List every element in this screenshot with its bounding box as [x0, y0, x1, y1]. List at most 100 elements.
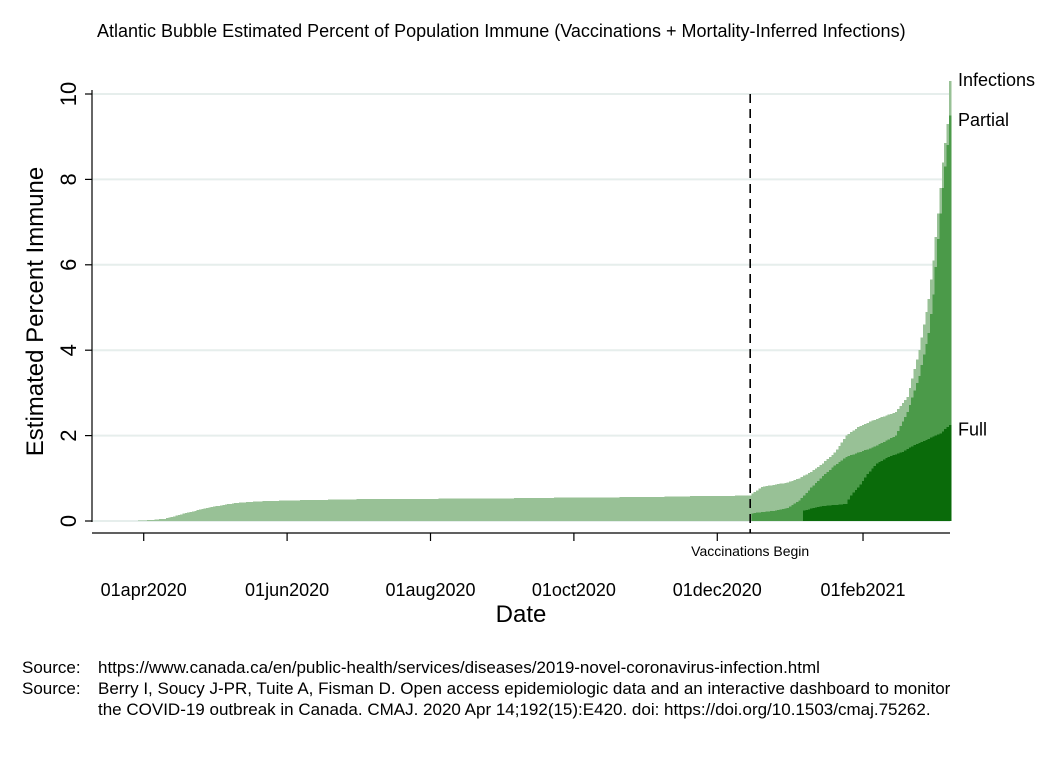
- data-bar-infections: [669, 496, 672, 521]
- series-label-infections: Infections: [958, 70, 1035, 90]
- data-bar-partial: [807, 490, 811, 521]
- data-bar-full: [885, 458, 889, 521]
- data-bar-partial: [819, 478, 823, 521]
- data-bar-infections: [210, 506, 214, 521]
- data-bar-infections: [640, 497, 644, 521]
- data-bar-infections: [593, 497, 597, 521]
- data-bar-full: [821, 506, 825, 521]
- data-bar-infections: [490, 498, 494, 521]
- data-bar-infections: [565, 497, 569, 521]
- data-bar-full: [838, 504, 842, 521]
- data-bar-full: [913, 445, 917, 521]
- data-bar-infections: [466, 498, 470, 521]
- data-bar-infections: [445, 498, 449, 521]
- data-bar-infections: [297, 500, 301, 521]
- data-bar-infections: [382, 499, 386, 521]
- data-bar-infections: [725, 495, 729, 521]
- data-bar-infections: [626, 497, 630, 521]
- data-bar-infections: [692, 496, 696, 521]
- data-bar-infections: [396, 498, 400, 521]
- data-bar-infections: [784, 482, 788, 521]
- data-bar-infections: [459, 498, 463, 521]
- data-bar-infections: [206, 508, 209, 521]
- data-bar-full: [932, 436, 936, 521]
- data-bar-infections: [208, 507, 212, 521]
- data-bar-infections: [709, 496, 712, 521]
- data-bar-full: [911, 446, 914, 521]
- data-bar-infections: [163, 518, 167, 521]
- data-bar-infections: [556, 497, 560, 521]
- data-bar-infections: [398, 498, 402, 521]
- data-bar-partial: [756, 512, 759, 521]
- data-bar-infections: [551, 497, 555, 521]
- data-bar-infections: [267, 501, 270, 521]
- data-bar-infections: [189, 511, 193, 521]
- data-bar-infections: [182, 513, 186, 521]
- data-bar-full: [833, 504, 837, 521]
- y-tick-label: 8: [56, 173, 81, 185]
- source-text: https://www.canada.ca/en/public-health/s…: [98, 658, 820, 677]
- data-bar-partial: [772, 510, 776, 521]
- data-bar-full: [824, 505, 827, 521]
- data-bar-infections: [796, 479, 799, 521]
- data-bar-infections: [535, 497, 538, 521]
- data-bar-infections: [354, 499, 357, 521]
- data-bar-infections: [760, 486, 764, 521]
- data-bar-partial: [810, 487, 813, 521]
- data-bar-infections: [765, 486, 769, 521]
- data-bar-infections: [483, 498, 487, 521]
- data-bar-infections: [502, 498, 505, 521]
- data-bar-full: [864, 477, 867, 521]
- data-bar-partial: [850, 455, 853, 521]
- data-bar-infections: [292, 500, 296, 521]
- axes: 0 2 4 6 8 10 01apr2020 01jun2020 01aug2020 01oct2…: [22, 82, 950, 628]
- source-notes: Source: https://www.canada.ca/en/public-…: [22, 657, 978, 720]
- data-bar-full: [871, 468, 875, 521]
- data-bar-infections: [307, 500, 310, 521]
- data-bar-infections: [177, 515, 181, 521]
- data-bar-infections: [577, 497, 581, 521]
- data-bar-infections: [702, 496, 705, 521]
- vaccinations-begin-marker: Vaccinations Begin: [691, 94, 809, 559]
- data-bar-partial: [786, 508, 790, 521]
- data-bar-infections: [615, 497, 618, 521]
- data-bar-infections: [523, 498, 527, 521]
- data-bar-partial: [803, 495, 806, 521]
- data-bar-infections: [309, 500, 313, 521]
- data-bar-infections: [744, 495, 748, 521]
- chart-title: Atlantic Bubble Estimated Percent of Pop…: [97, 21, 906, 41]
- data-bar-infections: [339, 499, 343, 521]
- data-bar-infections: [711, 496, 715, 521]
- data-bar-infections: [245, 502, 249, 521]
- data-bar-infections: [180, 514, 183, 521]
- data-bar-full: [920, 442, 924, 521]
- data-bar-infections: [476, 498, 480, 521]
- data-bar-infections: [607, 497, 611, 521]
- data-bar-full: [845, 503, 849, 521]
- x-tick-label: 01oct2020: [532, 580, 616, 600]
- data-bar-full: [803, 510, 806, 521]
- data-bar-partial: [831, 467, 835, 521]
- data-bar-partial: [948, 115, 952, 521]
- data-bar-infections: [455, 498, 458, 521]
- data-bar-infections: [149, 520, 153, 521]
- data-bar-infections: [316, 499, 320, 521]
- data-bar-full: [866, 474, 870, 521]
- data-bar-full: [812, 508, 816, 521]
- data-bar-infections: [156, 519, 160, 521]
- data-bar-infections: [497, 498, 501, 521]
- data-bar-partial: [833, 465, 837, 521]
- data-bar-infections: [234, 503, 237, 521]
- data-bar-full: [937, 434, 940, 521]
- data-bar-infections: [412, 498, 416, 521]
- data-bar-infections: [558, 497, 562, 521]
- data-bar-infections: [513, 498, 517, 521]
- data-bar-full: [918, 443, 922, 521]
- data-bar-full: [817, 507, 820, 521]
- data-bar-full: [887, 456, 891, 521]
- data-bar-infections: [739, 495, 743, 521]
- data-bar-infections: [394, 499, 397, 521]
- data-bar-infections: [417, 498, 421, 521]
- data-bar-infections: [170, 516, 174, 521]
- data-bar-infections: [741, 495, 745, 521]
